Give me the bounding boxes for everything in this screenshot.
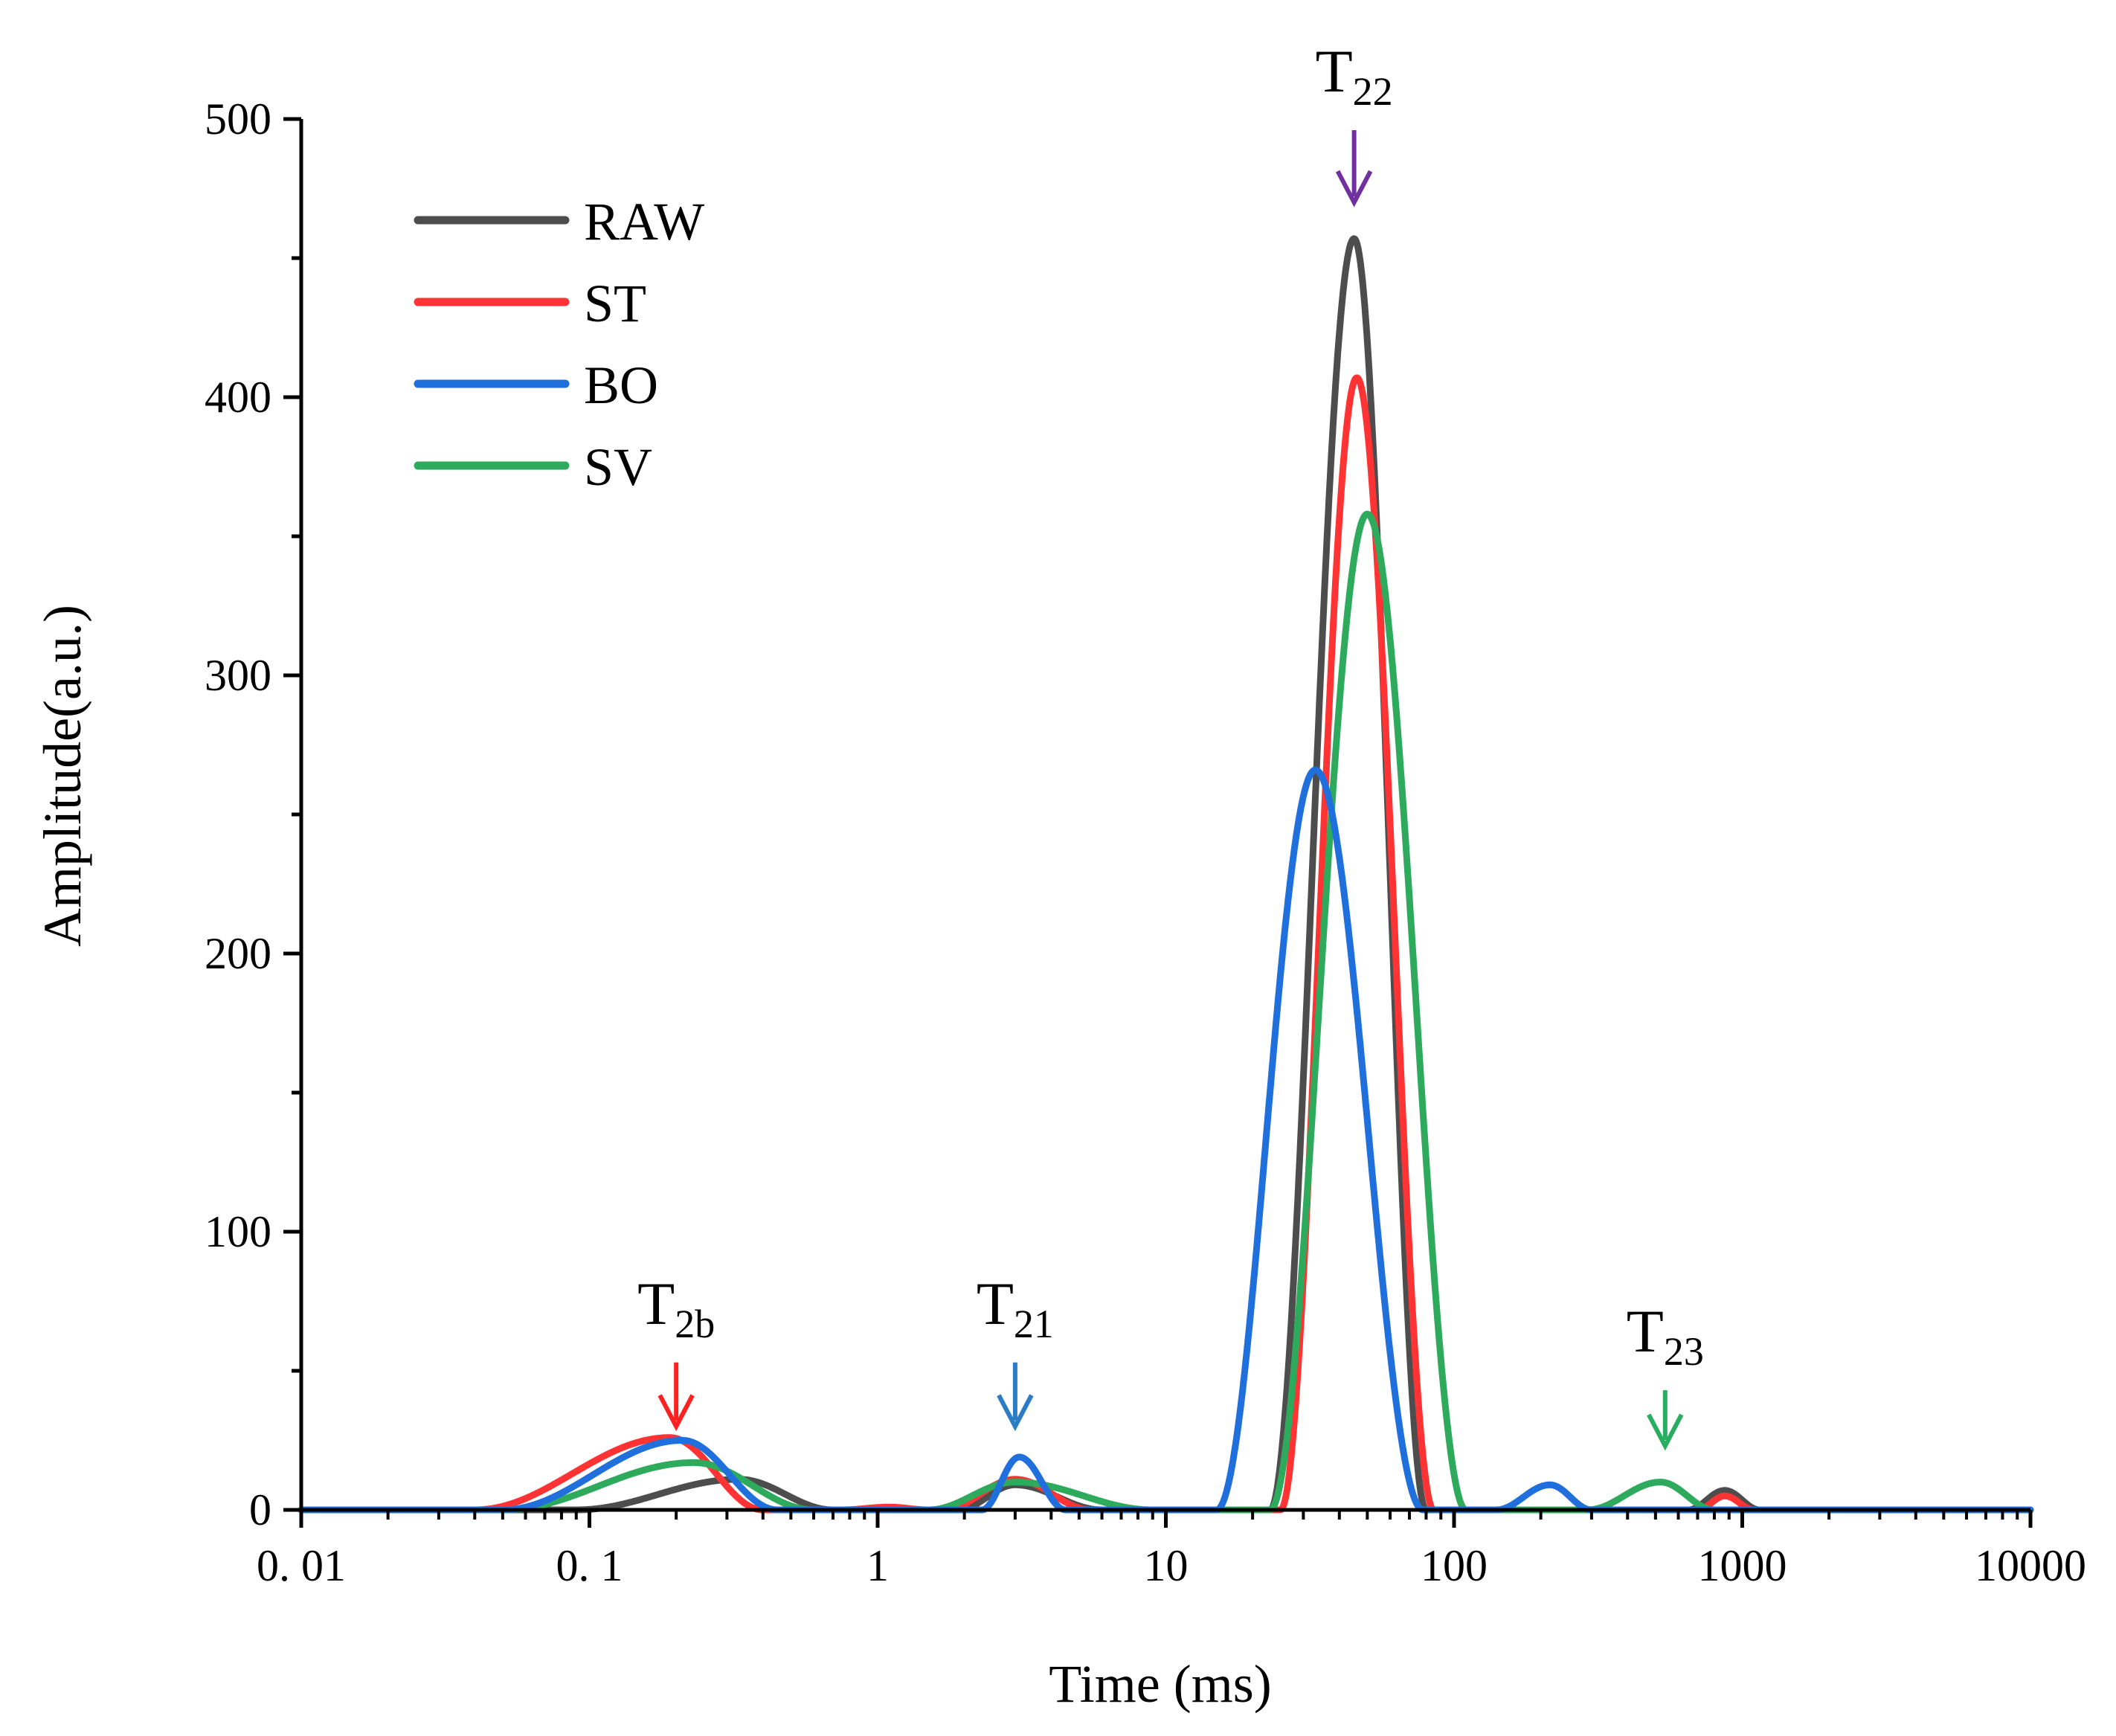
- annotation-arrow-head: [1335, 170, 1373, 208]
- x-tick-label: 100: [1421, 1541, 1488, 1590]
- x-tick-label: 1000: [1698, 1541, 1787, 1590]
- legend-item-st: ST: [414, 274, 646, 333]
- y-axis-title: Amplitude(a.u.): [33, 605, 92, 947]
- y-tick-label: 300: [205, 651, 271, 700]
- y-tick-label: 200: [205, 929, 271, 978]
- x-tick-label: 10: [1144, 1541, 1189, 1590]
- x-axis-title: Time (ms): [1049, 1654, 1271, 1714]
- annotation-T23: T23: [1627, 1297, 1704, 1451]
- x-tick-label: 1: [866, 1541, 889, 1590]
- legend-label: SV: [584, 437, 652, 497]
- x-tick-label: 0. 01: [257, 1541, 346, 1590]
- annotation-T22: T22: [1316, 37, 1393, 208]
- annotation-arrow-head: [657, 1394, 695, 1432]
- legend-item-raw: RAW: [414, 192, 704, 251]
- annotation-arrow-head: [1647, 1413, 1684, 1451]
- annotation-label: T23: [1627, 1297, 1704, 1374]
- legend-label: BO: [584, 356, 658, 415]
- annotation-T2b: T2b: [637, 1270, 715, 1432]
- y-tick-label: 400: [205, 373, 271, 422]
- x-tick-label: 0. 1: [556, 1541, 623, 1590]
- y-tick-label: 500: [205, 94, 271, 144]
- legend-label: RAW: [584, 192, 704, 251]
- legend-item-sv: SV: [414, 437, 652, 497]
- y-tick-label: 100: [205, 1207, 271, 1256]
- annotation-arrow-head: [997, 1394, 1034, 1432]
- annotation-label: T2b: [637, 1270, 715, 1346]
- series-line-sv: [298, 510, 2034, 1514]
- series-line-st: [298, 374, 2034, 1514]
- annotation-label: T21: [977, 1270, 1054, 1346]
- annotation-label: T22: [1316, 37, 1393, 114]
- legend-label: ST: [584, 274, 646, 333]
- annotation-T21: T21: [977, 1270, 1054, 1432]
- y-tick-label: 0: [249, 1485, 271, 1534]
- series-line-bo: [298, 766, 2034, 1514]
- series-line-raw: [298, 235, 2034, 1514]
- legend-item-bo: BO: [414, 356, 658, 415]
- x-tick-label: 10000: [1975, 1541, 2086, 1590]
